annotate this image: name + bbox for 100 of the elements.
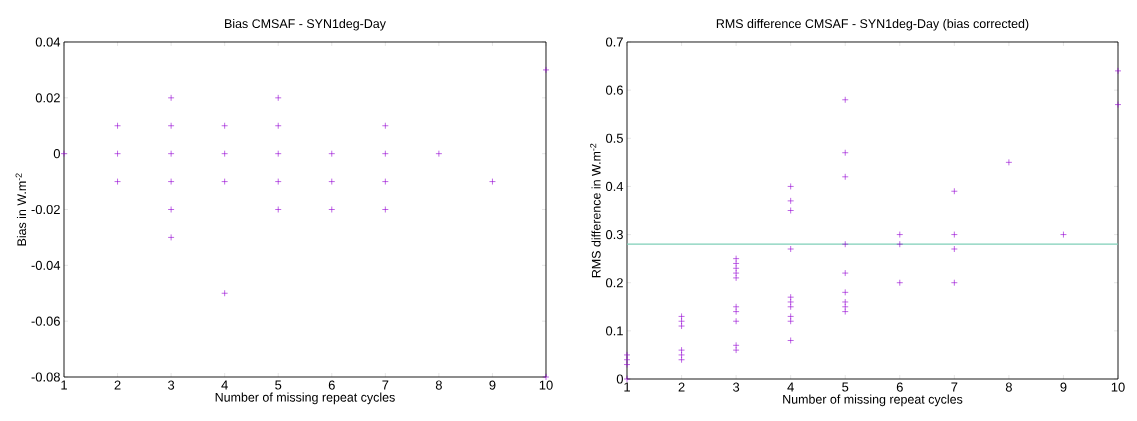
point [951, 245, 958, 253]
point [167, 178, 175, 185]
point [1114, 67, 1122, 75]
x-tick-label: 8 [435, 380, 442, 390]
point [167, 234, 175, 241]
point [841, 269, 849, 277]
point [328, 150, 336, 157]
point [623, 375, 631, 383]
point [221, 122, 228, 130]
x-tick-label: 8 [1005, 382, 1012, 392]
point [787, 317, 794, 325]
point [1005, 159, 1013, 166]
point [114, 122, 121, 130]
point [678, 356, 685, 364]
y-tick-label: -0.06 [31, 316, 60, 326]
y-tick-label: 0.02 [35, 93, 60, 103]
point [732, 269, 740, 277]
chart-title: Bias CMSAF - SYN1deg-Day [225, 18, 386, 31]
y-tick-label: 0.7 [605, 37, 623, 47]
x-tick-label: 5 [842, 382, 849, 392]
x-tick-label: 6 [328, 380, 335, 390]
y-tick-label: 0.3 [605, 229, 623, 240]
point [732, 255, 740, 262]
point [732, 317, 740, 325]
point [167, 94, 175, 102]
point [623, 356, 631, 364]
point [382, 206, 389, 213]
point [896, 231, 904, 238]
x-tick-label: 10 [1111, 382, 1125, 392]
point [841, 289, 849, 296]
point [841, 96, 849, 104]
y-tick-label: -0.08 [31, 372, 60, 382]
point [1114, 101, 1122, 108]
y-tick-label: 0.6 [605, 85, 623, 95]
point [787, 293, 794, 301]
x-tick-label: 1 [61, 380, 67, 390]
point [221, 289, 228, 297]
point [114, 150, 121, 157]
x-tick-label: 7 [951, 382, 958, 392]
point [382, 150, 389, 157]
x-tick-label: 7 [382, 380, 389, 390]
point [787, 207, 794, 214]
x-tick-label: 9 [489, 380, 496, 390]
x-tick-label: 6 [896, 382, 903, 392]
point [678, 313, 685, 320]
point [787, 298, 794, 306]
point [382, 178, 389, 185]
point [114, 178, 121, 185]
point [274, 178, 282, 185]
point [787, 197, 794, 205]
point [787, 303, 794, 311]
point [623, 351, 631, 359]
point [274, 94, 282, 102]
point [274, 206, 282, 213]
x-axis-title: Number of missing repeat cycles [215, 392, 395, 405]
y-tick-label: -0.04 [31, 260, 61, 270]
point [221, 150, 228, 157]
point [221, 178, 228, 185]
point [732, 264, 740, 272]
point [841, 173, 849, 181]
x-axis-title: Number of missing repeat cycles [783, 394, 963, 407]
point [841, 298, 849, 306]
y-tick-label: 0.2 [605, 278, 623, 288]
y-axis-title: Bias in W.m$^{-2}$ [15, 173, 27, 246]
x-tick-label: 3 [733, 382, 740, 392]
x-tick-label: 5 [275, 380, 282, 390]
point [435, 150, 443, 157]
y-axis-title: RMS difference in W.m$^{-2}$ [590, 143, 601, 278]
y-tick-label: 0.5 [605, 133, 623, 143]
y-tick-label: -0.02 [31, 204, 60, 215]
x-tick-label: 2 [678, 382, 685, 392]
point [167, 150, 175, 157]
y-tick-label: 0.04 [35, 37, 61, 47]
point [167, 206, 175, 213]
point [732, 274, 740, 282]
point [489, 178, 496, 185]
point [841, 303, 849, 311]
point [951, 231, 958, 238]
y-tick-label: 0.4 [605, 181, 624, 192]
point [678, 351, 685, 359]
point [951, 279, 958, 286]
x-tick-label: 4 [221, 380, 228, 390]
point [1060, 231, 1067, 238]
point [841, 240, 849, 248]
point [787, 337, 794, 344]
x-tick-label: 4 [787, 382, 794, 392]
point [787, 183, 794, 190]
point [167, 122, 175, 130]
point [328, 206, 336, 213]
point [896, 240, 904, 248]
y-tick-label: 0 [616, 374, 623, 384]
point [951, 187, 958, 195]
point [732, 308, 740, 315]
point [787, 245, 794, 253]
x-tick-label: 3 [168, 380, 175, 390]
point [841, 149, 849, 157]
point [678, 346, 685, 354]
point [732, 346, 740, 354]
point [542, 66, 550, 74]
point [732, 303, 740, 311]
